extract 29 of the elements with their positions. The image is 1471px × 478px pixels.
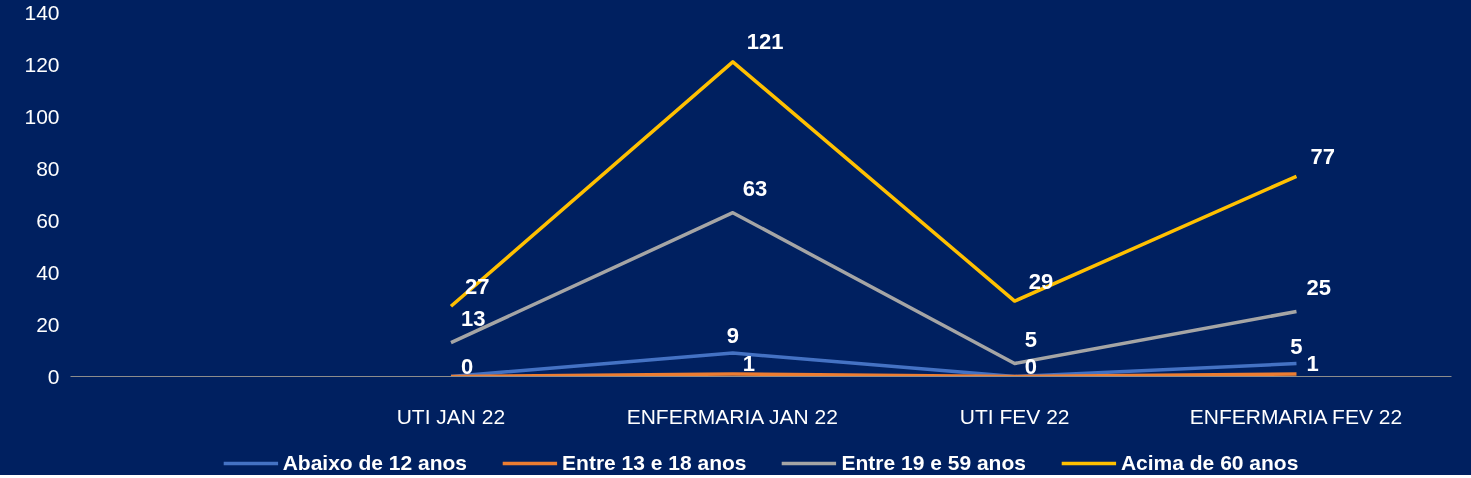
data-label: 1	[742, 350, 756, 376]
y-tick-label: 40	[36, 260, 60, 284]
x-tick-label: ENFERMARIA JAN 22	[626, 404, 838, 428]
data-label: 63	[742, 176, 768, 202]
data-label: 25	[1306, 275, 1331, 300]
data-label: 0	[460, 353, 474, 379]
data-label: 1	[1306, 350, 1319, 376]
data-label: 5	[1024, 327, 1037, 352]
x-tick-label: ENFERMARIA FEV 22	[1189, 404, 1403, 428]
legend-label: Entre 19 e 59 anos	[841, 451, 1026, 475]
data-label: 13	[460, 306, 486, 332]
data-label: 5	[1290, 333, 1303, 359]
line-series	[449, 60, 1299, 309]
y-tick-label: 20	[36, 312, 60, 336]
y-tick-label: 60	[36, 208, 60, 232]
y-tick-label: 140	[24, 0, 60, 24]
x-tick-label: UTI JAN 22	[396, 404, 506, 428]
legend-label: Abaixo de 12 anos	[282, 451, 468, 475]
y-tick-label: 80	[36, 156, 60, 180]
data-label: 77	[1310, 143, 1335, 169]
y-tick-label: 120	[24, 52, 60, 76]
legend-label: Entre 13 e 18 anos	[562, 451, 747, 475]
data-label: 121	[746, 29, 784, 55]
legend-label: Acima de 60 anos	[1120, 451, 1299, 475]
data-label: 9	[726, 323, 739, 349]
y-tick-label: 0	[47, 364, 60, 388]
y-tick-label: 100	[24, 104, 60, 128]
x-tick-label: UTI FEV 22	[959, 404, 1070, 428]
data-label: 29	[1028, 268, 1054, 294]
